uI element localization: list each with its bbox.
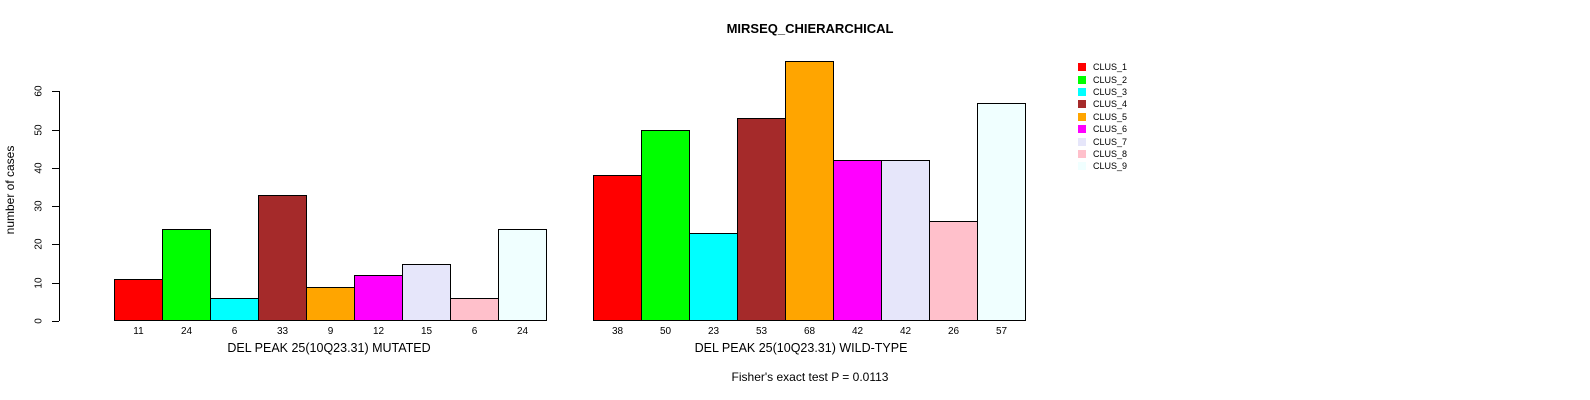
y-tick xyxy=(52,167,59,169)
bar-value-label: 33 xyxy=(276,326,289,337)
bar-clus_3-group0 xyxy=(210,298,259,321)
y-tick xyxy=(52,206,59,208)
bar-value-label: 38 xyxy=(611,326,624,337)
y-tick-label: 10 xyxy=(33,277,45,289)
legend-swatch-icon xyxy=(1078,149,1086,158)
bar-value-label: 26 xyxy=(947,326,960,337)
legend: CLUS_1 CLUS_2 CLUS_3 CLUS_4 CLUS_5 CLUS_6 CLUS… xyxy=(1078,61,1127,173)
legend-label: CLUS_2 xyxy=(1093,74,1128,85)
bar-value-label: 6 xyxy=(231,326,238,337)
bar-value-label: 12 xyxy=(372,326,385,337)
legend-item-clus_7: CLUS_7 xyxy=(1078,135,1127,147)
bar-clus_1-group1 xyxy=(593,175,642,321)
y-tick-label: 0 xyxy=(33,318,45,324)
bar-value-label: 42 xyxy=(899,326,912,337)
legend-label: CLUS_9 xyxy=(1093,161,1128,172)
legend-label: CLUS_7 xyxy=(1093,136,1128,147)
legend-label: CLUS_4 xyxy=(1093,99,1128,110)
bar-value-label: 68 xyxy=(803,326,816,337)
legend-label: CLUS_6 xyxy=(1093,124,1128,135)
y-axis-title: number of cases xyxy=(3,145,17,235)
y-tick-label: 30 xyxy=(33,200,45,212)
bar-clus_1-group0 xyxy=(114,278,163,321)
bar-clus_8-group1 xyxy=(929,221,978,321)
bar-clus_7-group0 xyxy=(402,263,451,321)
legend-item-clus_1: CLUS_1 xyxy=(1078,61,1127,73)
y-tick xyxy=(52,129,59,131)
legend-swatch-icon xyxy=(1078,125,1086,134)
y-tick xyxy=(52,91,59,93)
y-axis-line xyxy=(59,91,60,321)
bar-clus_2-group1 xyxy=(641,129,690,321)
legend-item-clus_8: CLUS_8 xyxy=(1078,148,1127,160)
bar-clus_9-group1 xyxy=(977,102,1026,321)
legend-item-clus_4: CLUS_4 xyxy=(1078,98,1127,110)
bar-value-label: 24 xyxy=(516,326,529,337)
legend-item-clus_2: CLUS_2 xyxy=(1078,73,1127,85)
legend-swatch-icon xyxy=(1078,112,1086,121)
y-tick-label: 60 xyxy=(33,85,45,97)
y-tick xyxy=(52,321,59,322)
legend-item-clus_6: CLUS_6 xyxy=(1078,123,1127,135)
legend-swatch-icon xyxy=(1078,75,1086,84)
legend-label: CLUS_8 xyxy=(1093,148,1128,159)
legend-label: CLUS_3 xyxy=(1093,86,1128,97)
bar-value-label: 42 xyxy=(851,326,864,337)
y-tick xyxy=(52,282,59,284)
bar-clus_2-group0 xyxy=(162,229,211,321)
chart-title: MIRSEQ_CHIERARCHICAL xyxy=(726,21,894,36)
bar-clus_7-group1 xyxy=(881,160,930,321)
bar-value-label: 23 xyxy=(707,326,720,337)
legend-swatch-icon xyxy=(1078,162,1086,171)
legend-item-clus_3: CLUS_3 xyxy=(1078,86,1127,98)
bar-clus_5-group0 xyxy=(306,286,355,321)
legend-swatch-icon xyxy=(1078,63,1086,72)
bar-clus_4-group0 xyxy=(258,194,307,321)
bar-value-label: 57 xyxy=(995,326,1008,337)
bar-value-label: 50 xyxy=(659,326,672,337)
legend-item-clus_9: CLUS_9 xyxy=(1078,160,1127,172)
legend-label: CLUS_5 xyxy=(1093,111,1128,122)
legend-label: CLUS_1 xyxy=(1093,62,1128,73)
bar-clus_6-group1 xyxy=(833,160,882,321)
y-tick-label: 40 xyxy=(33,162,45,174)
fisher-test-annotation: Fisher's exact test P = 0.0113 xyxy=(731,370,889,384)
bar-clus_4-group1 xyxy=(737,118,786,321)
legend-item-clus_5: CLUS_5 xyxy=(1078,111,1127,123)
x-axis-label-mutated: DEL PEAK 25(10Q23.31) MUTATED xyxy=(227,341,431,355)
bar-clus_9-group0 xyxy=(498,229,547,321)
bar-clus_3-group1 xyxy=(689,232,738,321)
bar-value-label: 53 xyxy=(755,326,768,337)
bar-clus_8-group0 xyxy=(450,298,499,321)
y-tick-label: 50 xyxy=(33,123,45,136)
bar-value-label: 9 xyxy=(327,326,334,337)
bar-clus_5-group1 xyxy=(785,60,834,321)
legend-swatch-icon xyxy=(1078,100,1086,109)
y-tick-label: 20 xyxy=(33,238,45,250)
x-axis-label-wildtype: DEL PEAK 25(10Q23.31) WILD-TYPE xyxy=(694,341,908,355)
legend-swatch-icon xyxy=(1078,137,1086,146)
y-tick xyxy=(52,244,59,246)
bar-value-label: 24 xyxy=(180,326,193,337)
bar-value-label: 15 xyxy=(420,326,433,337)
bar-value-label: 6 xyxy=(471,326,478,337)
legend-swatch-icon xyxy=(1078,87,1086,96)
bar-clus_6-group0 xyxy=(354,275,403,321)
bar-value-label: 11 xyxy=(133,326,144,337)
